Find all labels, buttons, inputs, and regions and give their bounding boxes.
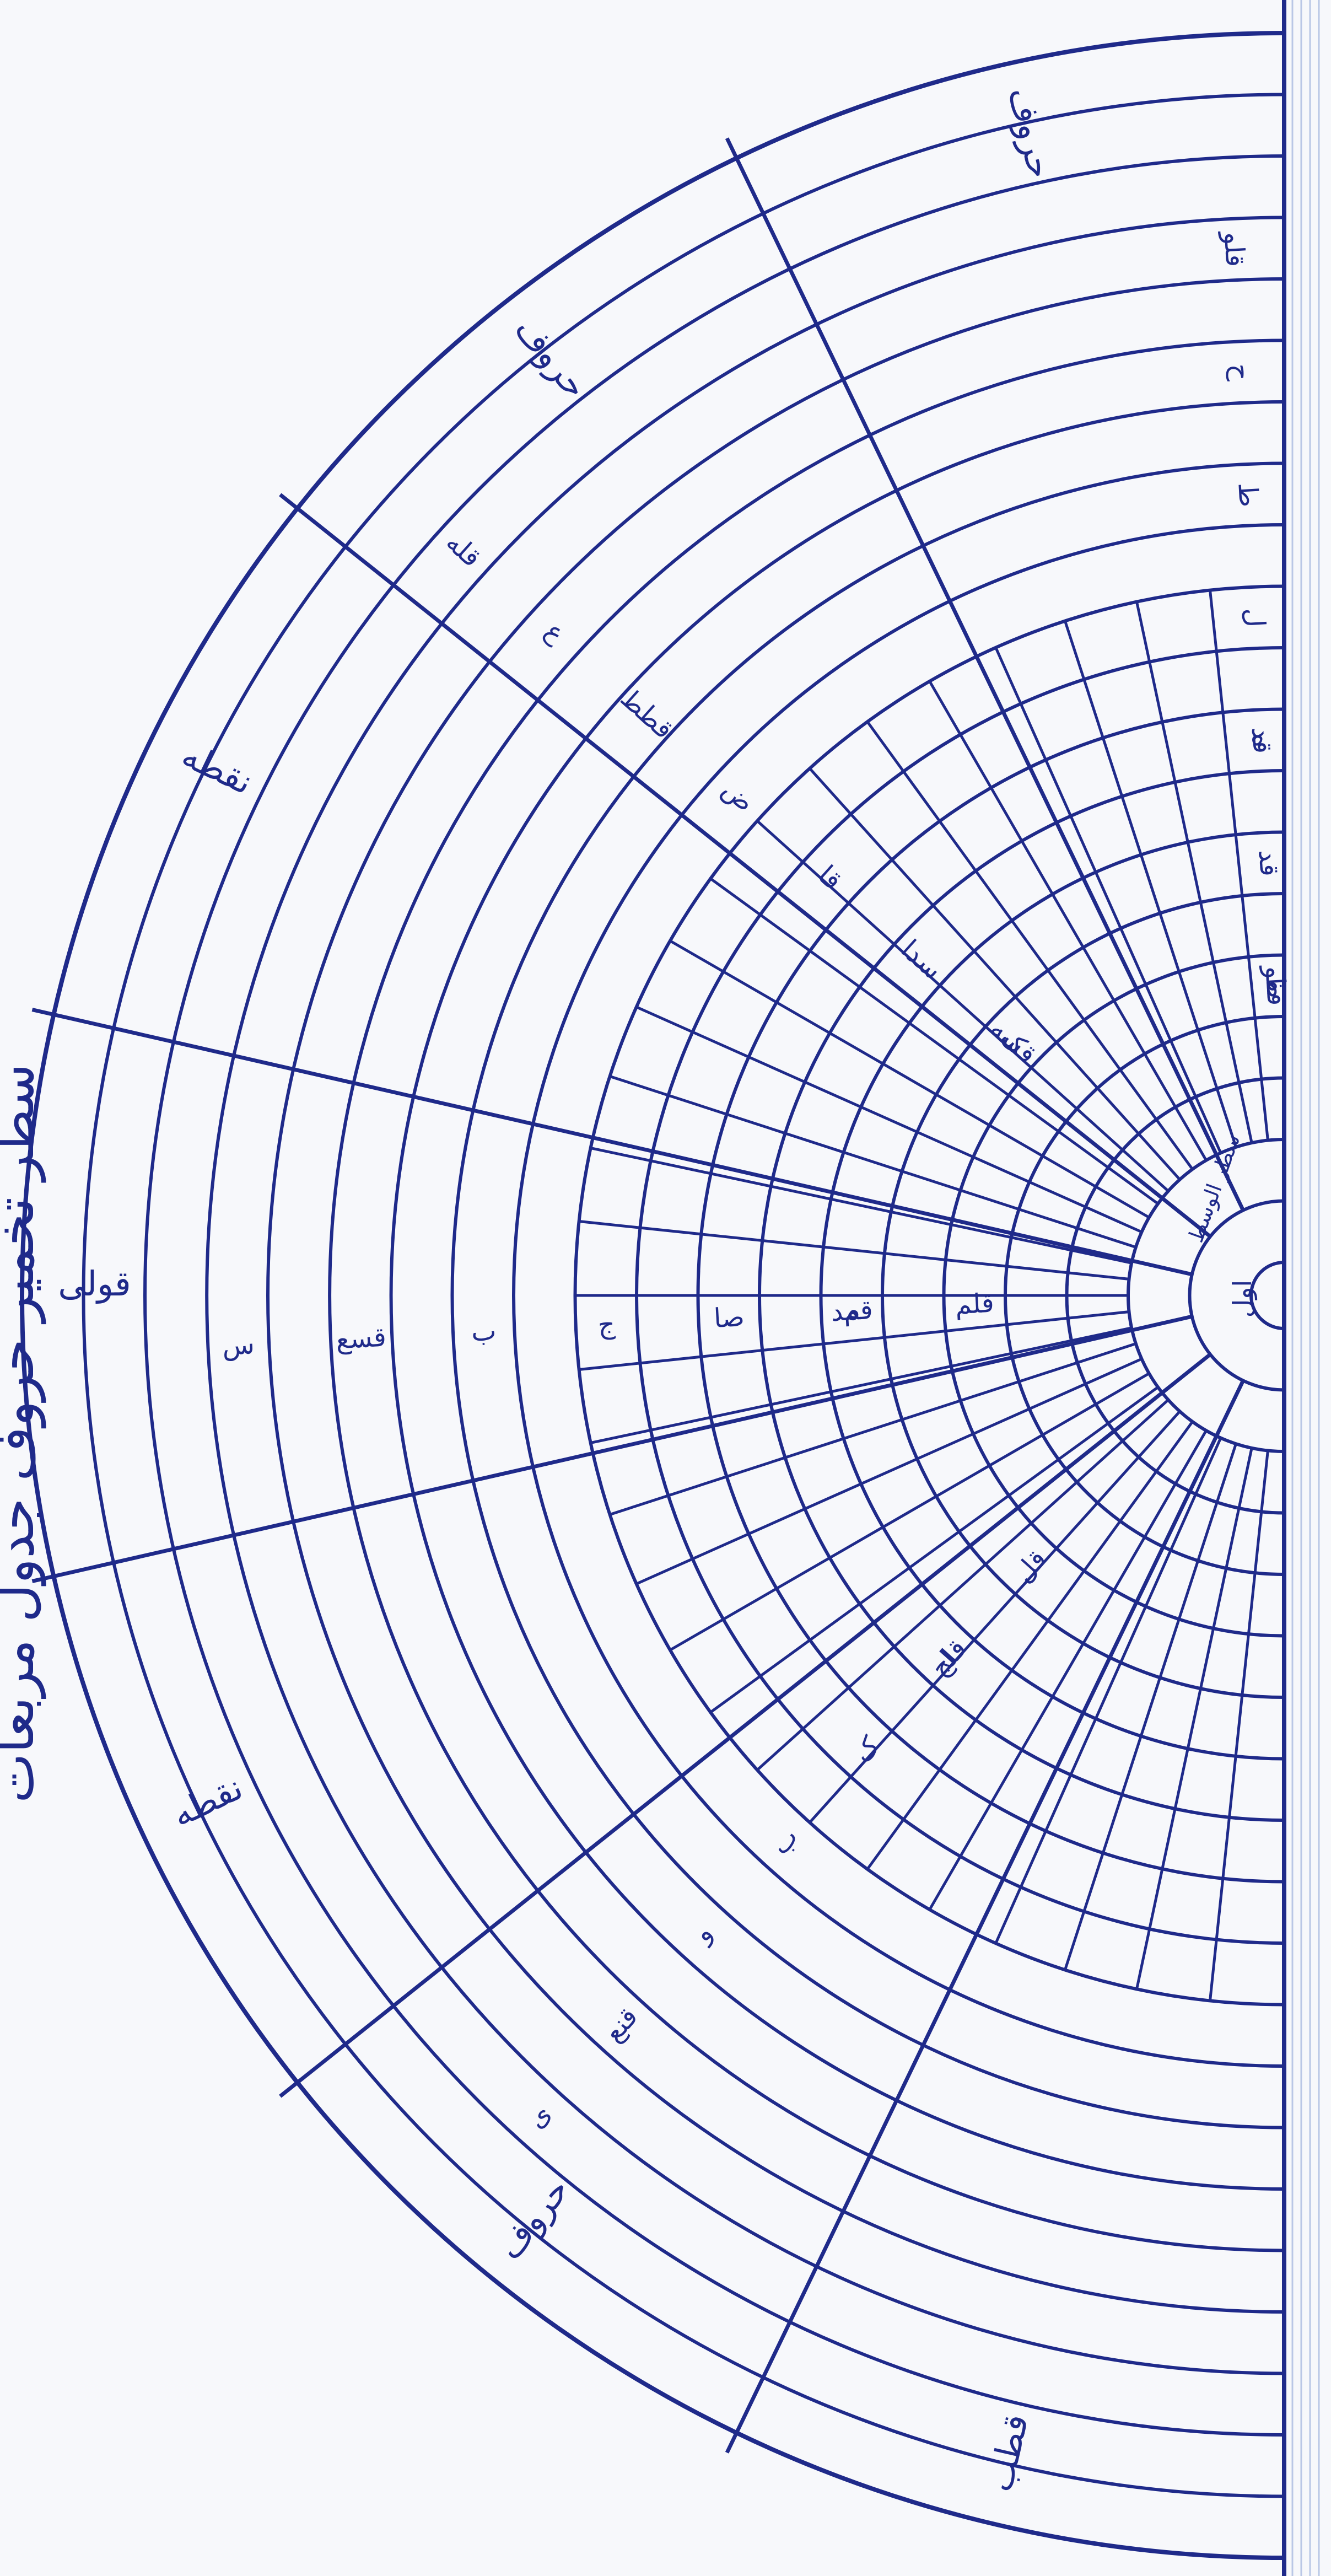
cell-glyph: قا [812, 859, 848, 896]
sector-divider [31, 1314, 1193, 1583]
cell-glyph: ح [1225, 363, 1257, 381]
cell-glyph: ه [1246, 733, 1278, 748]
inner-spoke [866, 720, 1194, 1170]
cell-glyph: ب [470, 1315, 497, 1347]
inner-spoke [669, 939, 1150, 1219]
inner-spoke [709, 1386, 1159, 1714]
ruled-paper-lines [1282, 0, 1320, 2576]
inner-spoke [928, 1429, 1208, 1911]
inner-spoke [609, 1342, 1136, 1516]
inner-spoke [669, 1372, 1150, 1652]
ring-arc [389, 400, 1285, 2191]
cell-glyph: قفو [1259, 964, 1292, 1007]
cell-glyph: ب [765, 1822, 805, 1861]
ring-arc [204, 216, 1285, 2375]
cell-glyph: ط [1259, 972, 1291, 998]
inner-spoke [1064, 620, 1237, 1148]
cell-glyph: قسع [335, 1322, 387, 1356]
cell-glyph: قلو [1218, 230, 1251, 268]
inner-spoke [1209, 1450, 1269, 2001]
sector-divider [31, 1008, 1193, 1277]
inner-spoke [809, 1410, 1181, 1824]
cell-glyph: و [686, 1918, 719, 1949]
inner-spoke [809, 767, 1181, 1181]
inner-spoke [866, 1421, 1194, 1870]
cell-glyph: سدا [895, 934, 948, 986]
cell-glyph: قله [440, 526, 487, 573]
ring-arc [20, 31, 1285, 2560]
cell-glyph: ی [520, 2098, 557, 2134]
inner-spoke [1135, 1448, 1253, 1989]
ring-arc [512, 523, 1285, 2068]
inner-spoke [609, 1075, 1136, 1249]
inner-spoke [635, 1005, 1143, 1234]
cell-glyph: س [221, 1329, 255, 1362]
cell-glyph: ط [1232, 482, 1264, 508]
inner-spoke [1064, 1443, 1237, 1971]
inner-spoke [579, 1310, 1129, 1371]
ring-arc [82, 93, 1285, 2498]
sector-divider [725, 1379, 1245, 2454]
inner-spoke [590, 1326, 1132, 1444]
cell-glyph: ج [597, 1309, 616, 1341]
sector-label: حروف [1001, 83, 1060, 182]
ring-arc [143, 154, 1285, 2437]
inner-spoke [928, 680, 1208, 1161]
inner-spoke [1135, 601, 1253, 1143]
inner-spoke [994, 1437, 1222, 1944]
inner-spoke [709, 877, 1159, 1205]
inner-spoke [1209, 590, 1269, 1141]
inner-spoke [756, 820, 1170, 1192]
cell-glyph: قمد [830, 1294, 874, 1327]
inner-spoke [579, 1220, 1129, 1281]
cell-glyph: ض [716, 773, 761, 818]
cell-glyph: قد [1253, 849, 1285, 877]
inner-spoke [756, 1399, 1170, 1771]
sector-label: حروف [507, 309, 596, 406]
cell-glyph: م [843, 1295, 861, 1327]
ring-arc [450, 461, 1285, 2129]
cell-glyph: قل [1008, 1544, 1053, 1589]
ring-arc [327, 338, 1285, 2252]
ring-arc [1188, 1199, 1285, 1392]
cell-glyph: قنع [598, 2002, 644, 2048]
cell-glyph: ع [539, 615, 572, 649]
ring-arc [1249, 1261, 1285, 1330]
radial-dividers [31, 137, 1269, 2454]
sector-divider [279, 493, 1212, 1238]
ring-arc [266, 277, 1285, 2314]
inner-spoke [590, 1147, 1132, 1265]
sector-label: حروف [489, 2170, 578, 2267]
sector-divider [279, 1353, 1212, 2098]
sector-label: قطب [979, 2411, 1036, 2496]
cell-glyph: صا [713, 1302, 745, 1334]
inner-spoke [635, 1357, 1143, 1585]
sector-label: قولی [58, 1263, 131, 1304]
center-label: اول [1227, 1280, 1258, 1317]
cell-glyphs: حروفحروفنقطهقولینقطهحروفقطبقفوقسهقمدقلجق… [58, 83, 1292, 2495]
inner-spoke [994, 647, 1222, 1154]
cell-glyph: قد [1246, 726, 1278, 754]
cell-glyph: قلم [954, 1288, 995, 1321]
sector-divider [725, 137, 1245, 1212]
cell-glyph: ل [1239, 607, 1271, 628]
cell-glyph: ک [847, 1730, 886, 1768]
page-heading: سطر تخمیر حروف جدول مربعات [0, 1063, 46, 1803]
